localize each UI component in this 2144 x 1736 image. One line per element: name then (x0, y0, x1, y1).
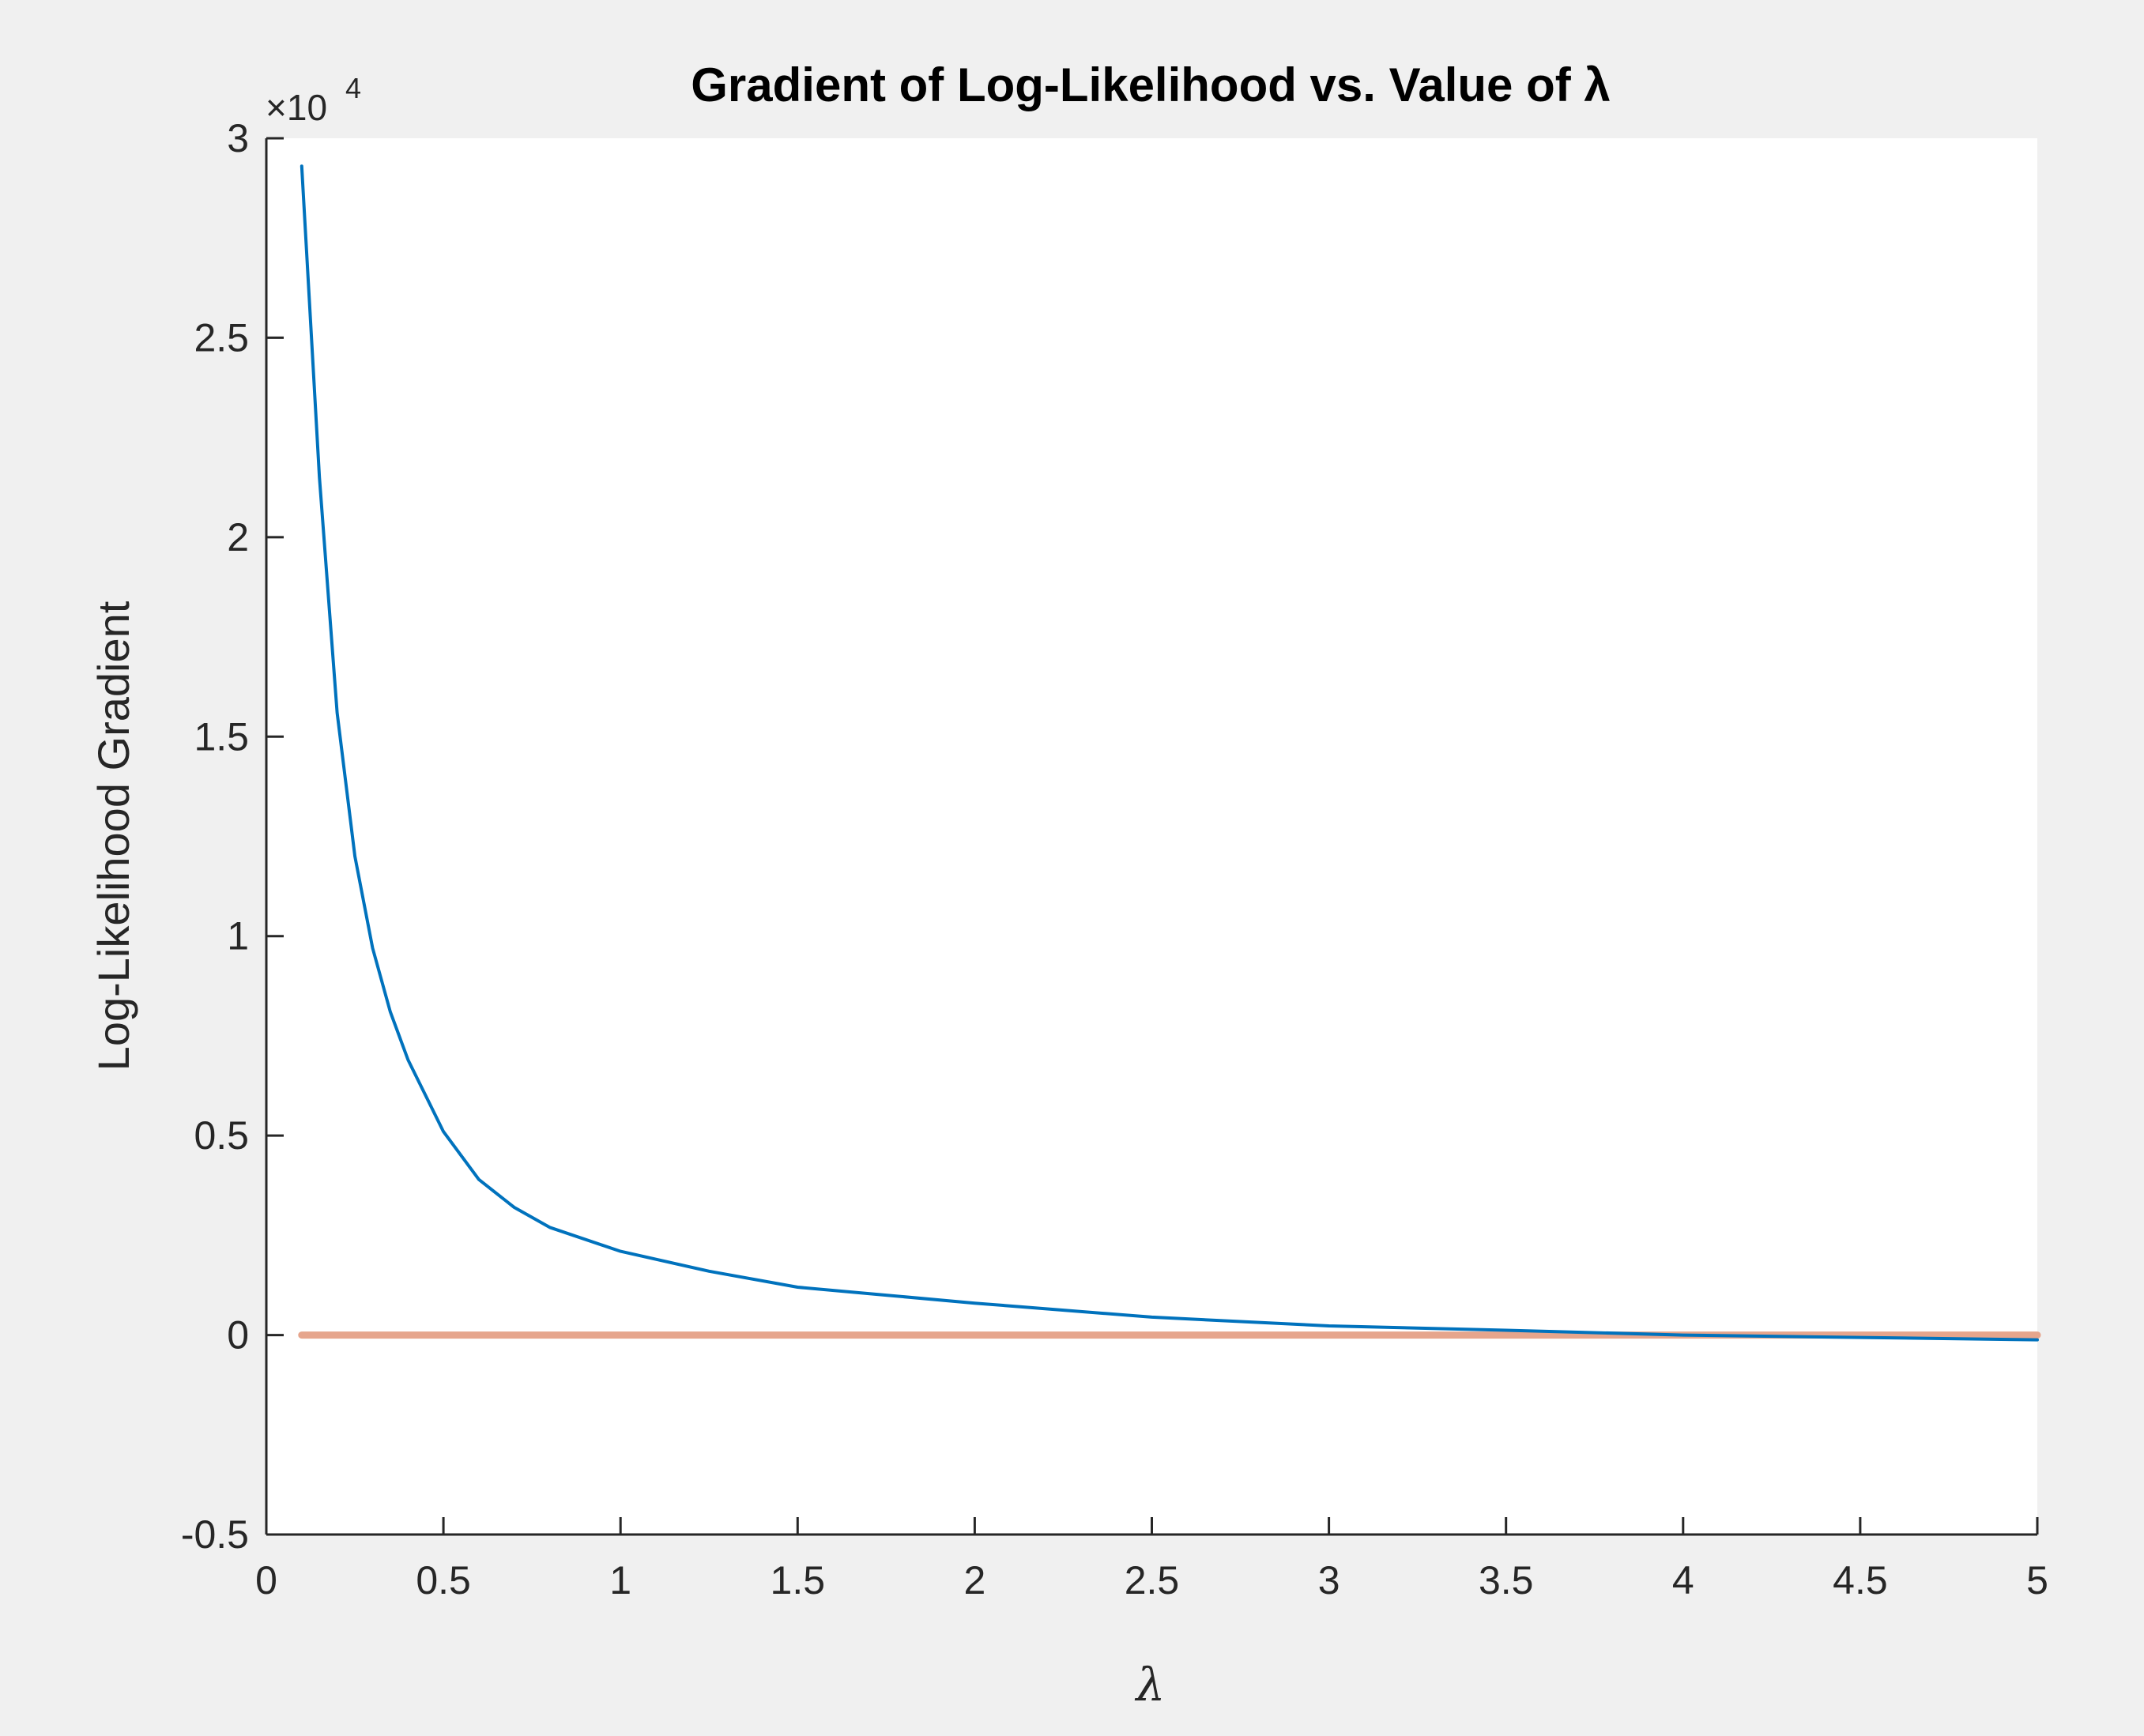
x-tick-label: 0 (255, 1558, 277, 1602)
y-axis-exponent-base: ×10 (266, 87, 327, 128)
series-layer (298, 164, 2041, 1342)
plot-area (266, 138, 2037, 1535)
x-tick-label: 3.5 (1479, 1558, 1534, 1602)
x-tick-label: 3 (1318, 1558, 1340, 1602)
y-tick-label: 2.5 (194, 315, 249, 360)
x-tick-label: 1.5 (771, 1558, 826, 1602)
x-tick-label: 2 (963, 1558, 985, 1602)
y-tick-label: 0.5 (194, 1113, 249, 1158)
tick-layer: 0 0.5 1 1.5 2 2.5 3 3.5 4 4.5 5-0.500.511.522.53 (181, 116, 2048, 1602)
y-tick-label: 1 (227, 914, 249, 958)
y-tick-label: 0 (227, 1313, 249, 1358)
y-tick-label: 3 (227, 116, 249, 160)
chart-title: Gradient of Log-Likelihood vs. Value of … (691, 58, 1610, 111)
x-tick-label: 0.5 (416, 1558, 471, 1602)
y-axis-label: Log-Likelihood Gradient (89, 601, 138, 1071)
series-line-1 (300, 164, 2039, 1342)
y-axis-exponent-power: 4 (345, 72, 361, 104)
x-axis-label: λ (1135, 1658, 1166, 1712)
x-tick-label: 5 (2026, 1558, 2048, 1602)
y-tick-label: 2 (227, 515, 249, 559)
y-tick-label: 1.5 (194, 714, 249, 759)
x-tick-label: 4 (1672, 1558, 1694, 1602)
x-tick-label: 1 (609, 1558, 631, 1602)
x-tick-label: 4.5 (1833, 1558, 1888, 1602)
y-tick-label: -0.5 (181, 1512, 249, 1557)
x-tick-label: 2.5 (1125, 1558, 1180, 1602)
